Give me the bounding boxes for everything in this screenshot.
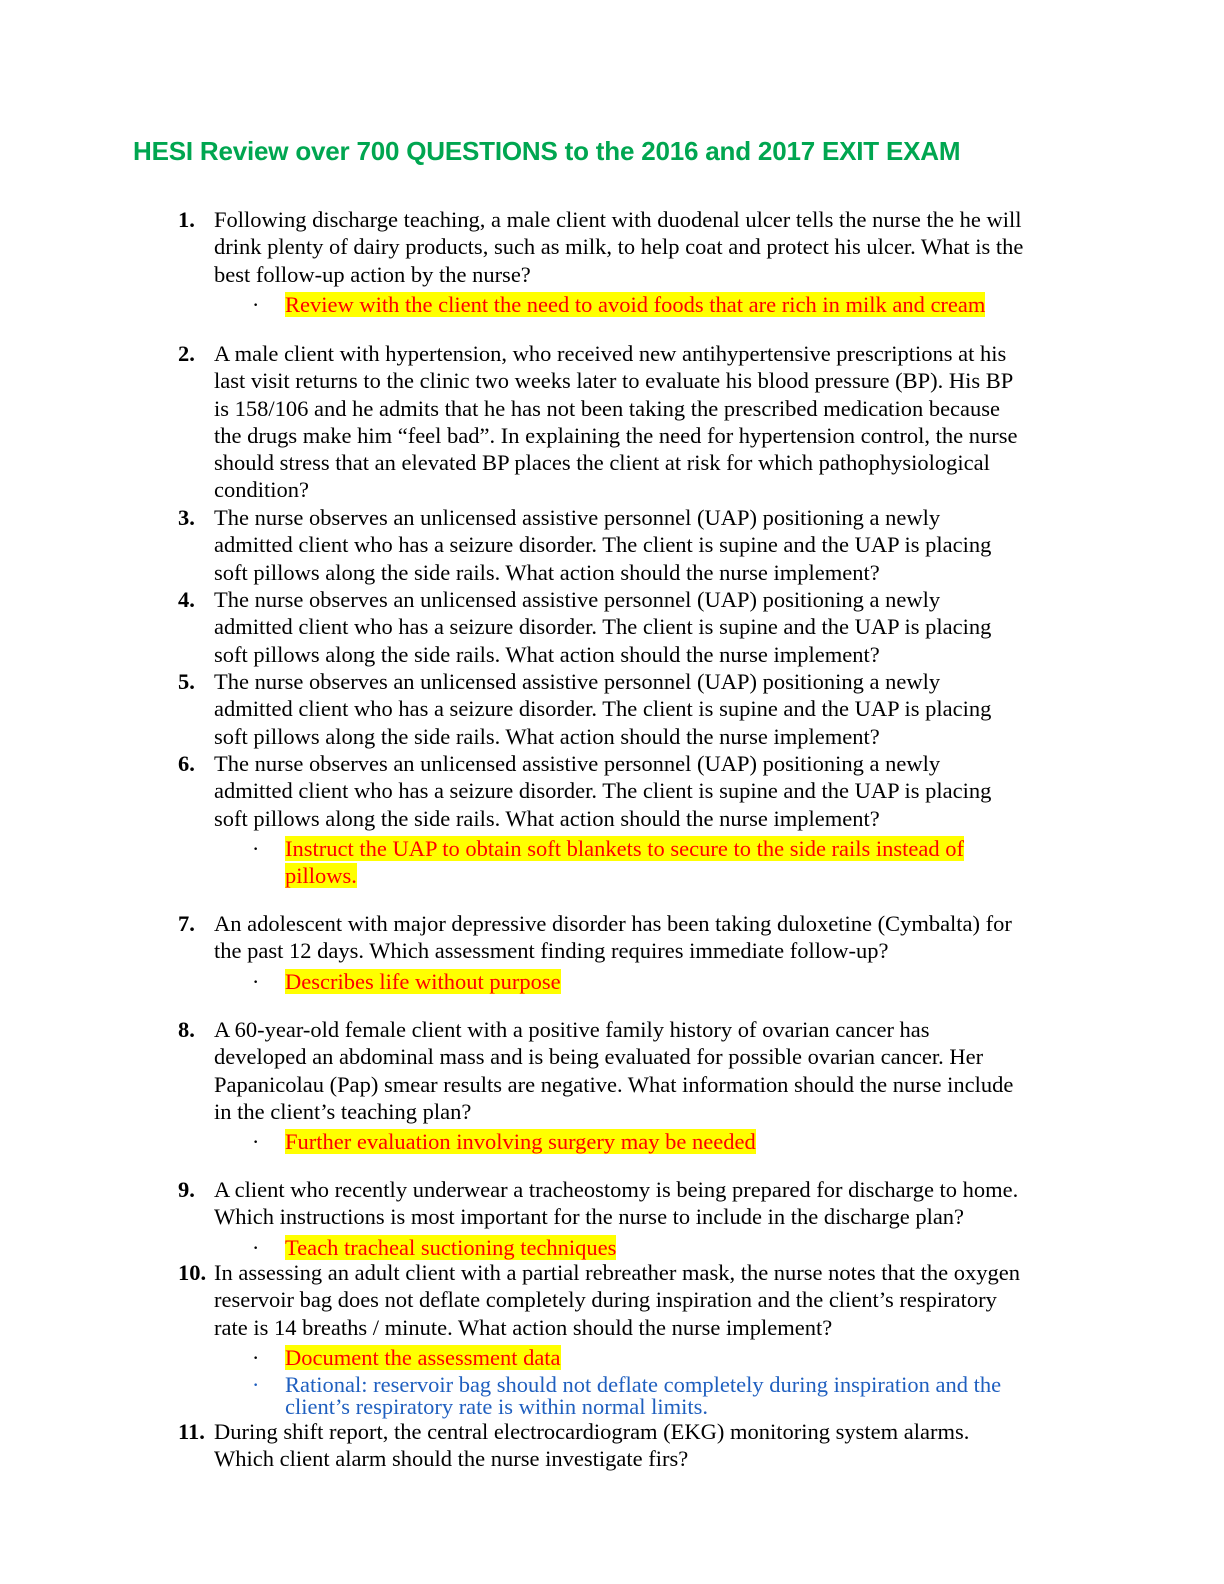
question-line: last visit returns to the clinic two wee… xyxy=(214,368,1014,394)
question-number: 4. xyxy=(178,587,195,612)
question-line: should stress that an elevated BP places… xyxy=(214,450,990,476)
question-line: Which client alarm should the nurse inve… xyxy=(214,1446,689,1472)
question-text: A client who recently underwear a trache… xyxy=(214,1176,1078,1231)
question-line: In assessing an adult client with a part… xyxy=(214,1260,1021,1285)
rationale-line: client’s respiratory rate is within norm… xyxy=(285,1394,709,1420)
question-item: 10. In assessing an adult client with a p… xyxy=(178,1259,1078,1418)
question-item: 9. A client who recently underwear a trac… xyxy=(178,1176,1078,1261)
bullet-icon: · xyxy=(252,835,260,861)
answer-line: Further evaluation involving surgery may… xyxy=(285,1129,756,1155)
answer-line: Review with the client the need to avoid… xyxy=(285,291,986,317)
question-line: soft pillows along the side rails. What … xyxy=(214,723,880,749)
bullet-icon: · xyxy=(252,968,260,994)
question-line: in the client’s teaching plan? xyxy=(214,1098,472,1124)
question-item: 5. The nurse observes an unlicensed assis… xyxy=(178,668,1078,750)
question-number: 11. xyxy=(178,1419,205,1444)
question-line: admitted client who has a seizure disord… xyxy=(214,696,992,722)
answer-item: · Instruct the UAP to obtain soft blanket… xyxy=(252,835,1078,890)
question-item: 4. The nurse observes an unlicensed assis… xyxy=(178,586,1078,668)
question-number: 6. xyxy=(178,751,195,776)
question-line: condition? xyxy=(214,477,309,503)
question-text: The nurse observes an unlicensed assisti… xyxy=(214,504,1078,586)
question-line: During shift report, the central electro… xyxy=(214,1419,970,1444)
question-line: The nurse observes an unlicensed assisti… xyxy=(214,505,941,530)
question-item: 2. A male client with hypertension, who r… xyxy=(178,340,1078,504)
question-number: 10. xyxy=(178,1260,207,1285)
question-line: soft pillows along the side rails. What … xyxy=(214,641,880,667)
question-line: Which instructions is most important for… xyxy=(214,1204,965,1230)
question-number: 7. xyxy=(178,911,195,936)
answer-line: pillows. xyxy=(285,863,357,889)
question-text: An adolescent with major depressive diso… xyxy=(214,910,1078,965)
answer-item: · Describes life without purpose xyxy=(252,968,1078,995)
answer-item: · Teach tracheal suctioning techniques xyxy=(252,1234,1078,1261)
question-number: 1. xyxy=(178,207,195,232)
question-text: The nurse observes an unlicensed assisti… xyxy=(214,586,1078,668)
answer-line: Describes life without purpose xyxy=(285,968,561,994)
question-text: A male client with hypertension, who rec… xyxy=(214,340,1078,504)
question-number: 9. xyxy=(178,1177,195,1202)
question-line: admitted client who has a seizure disord… xyxy=(214,778,992,804)
question-line: The nurse observes an unlicensed assisti… xyxy=(214,669,941,694)
document-title: HESI Review over 700 QUESTIONS to the 20… xyxy=(133,136,961,166)
question-line: developed an abdominal mass and is being… xyxy=(214,1044,984,1070)
question-item: 3. The nurse observes an unlicensed assis… xyxy=(178,504,1078,586)
bullet-icon: · xyxy=(252,291,260,317)
rationale-line: Rational: reservoir bag should not defla… xyxy=(285,1372,1002,1398)
question-item: 1. Following discharge teaching, a male c… xyxy=(178,206,1078,318)
question-line: is 158/106 and he admits that he has not… xyxy=(214,395,1001,421)
question-line: admitted client who has a seizure disord… xyxy=(214,614,992,640)
question-line: An adolescent with major depressive diso… xyxy=(214,911,1012,936)
answer-item: · Review with the client the need to avoi… xyxy=(252,291,1078,318)
question-line: The nurse observes an unlicensed assisti… xyxy=(214,751,941,776)
question-number: 2. xyxy=(178,341,195,366)
question-number: 5. xyxy=(178,669,195,694)
question-text: The nurse observes an unlicensed assisti… xyxy=(214,668,1078,750)
answer-item: · Document the assessment data xyxy=(252,1344,1078,1371)
question-line: the drugs make him “feel bad”. In explai… xyxy=(214,422,1018,448)
bullet-icon: · xyxy=(252,1372,260,1398)
question-text: During shift report, the central electro… xyxy=(214,1418,1078,1473)
question-item: 7. An adolescent with major depressive di… xyxy=(178,910,1078,995)
bullet-icon: · xyxy=(252,1234,260,1260)
answer-line: Document the assessment data xyxy=(285,1344,561,1370)
question-line: A client who recently underwear a trache… xyxy=(214,1177,1019,1202)
question-line: the past 12 days. Which assessment findi… xyxy=(214,938,889,964)
question-line: admitted client who has a seizure disord… xyxy=(214,532,992,558)
question-text: Following discharge teaching, a male cli… xyxy=(214,206,1078,288)
question-number: 8. xyxy=(178,1017,195,1042)
question-line: rate is 14 breaths / minute. What action… xyxy=(214,1314,833,1340)
question-line: The nurse observes an unlicensed assisti… xyxy=(214,587,941,612)
rationale-item: · Rational: reservoir bag should not defl… xyxy=(252,1372,1078,1420)
question-item: 8. A 60-year-old female client with a pos… xyxy=(178,1016,1078,1155)
question-line: soft pillows along the side rails. What … xyxy=(214,805,880,831)
question-line: drink plenty of dairy products, such as … xyxy=(214,234,1024,260)
answer-item: · Further evaluation involving surgery ma… xyxy=(252,1128,1078,1155)
question-text: In assessing an adult client with a part… xyxy=(214,1259,1078,1341)
question-line: A male client with hypertension, who rec… xyxy=(214,341,1007,366)
question-line: soft pillows along the side rails. What … xyxy=(214,559,880,585)
question-item: 6. The nurse observes an unlicensed assis… xyxy=(178,750,1078,889)
answer-line: Instruct the UAP to obtain soft blankets… xyxy=(285,835,965,861)
question-line: best follow-up action by the nurse? xyxy=(214,261,531,287)
question-text: The nurse observes an unlicensed assisti… xyxy=(214,750,1078,832)
question-text: A 60-year-old female client with a posit… xyxy=(214,1016,1078,1125)
question-number: 3. xyxy=(178,505,195,530)
question-line: Papanicolau (Pap) smear results are nega… xyxy=(214,1071,1014,1097)
question-item: 11. During shift report, the central elec… xyxy=(178,1418,1078,1473)
question-line: A 60-year-old female client with a posit… xyxy=(214,1017,930,1042)
answer-line: Teach tracheal suctioning techniques xyxy=(285,1234,617,1260)
bullet-icon: · xyxy=(252,1344,260,1370)
question-line: reservoir bag does not deflate completel… xyxy=(214,1287,997,1313)
question-line: Following discharge teaching, a male cli… xyxy=(214,207,1022,232)
bullet-icon: · xyxy=(252,1129,260,1155)
